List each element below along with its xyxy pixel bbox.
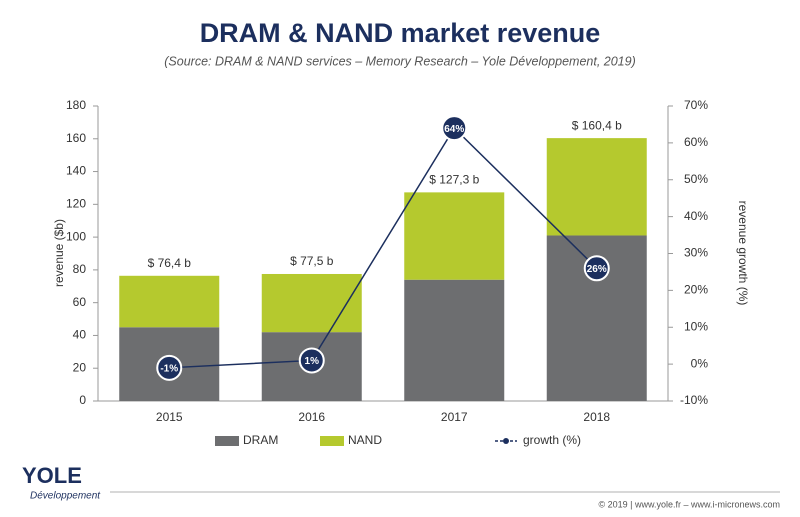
growth-marker [298, 347, 325, 374]
y2-tick-label: 40% [684, 209, 708, 223]
footer: © 2019 | www.yole.fr – www.i-micronews.c… [598, 499, 780, 509]
bar [404, 192, 505, 280]
bar [404, 279, 505, 401]
y-tick-label: 40 [73, 328, 87, 342]
legend-swatch [503, 438, 509, 444]
legend-swatch [215, 436, 239, 446]
x-tick-label: 2018 [583, 410, 610, 424]
growth-label: 26% [587, 264, 607, 275]
total-label: $ 76,4 b [148, 256, 192, 270]
y-tick-label: 120 [66, 197, 86, 211]
y-axis-label: revenue ($b) [52, 219, 66, 287]
total-label: $ 160,4 b [572, 118, 622, 132]
y-tick-label: 180 [66, 98, 86, 112]
y-tick-label: 140 [66, 164, 86, 178]
growth-label: 1% [305, 356, 320, 367]
y2-tick-label: 20% [684, 283, 708, 297]
x-tick-label: 2016 [298, 410, 325, 424]
y-tick-label: 0 [79, 393, 86, 407]
y-tick-label: 160 [66, 131, 86, 145]
logo-tagline: Développement [30, 491, 101, 502]
y2-tick-label: 50% [684, 172, 708, 186]
y2-axis-label: revenue growth (%) [736, 201, 750, 306]
growth-marker [156, 354, 183, 381]
bar [546, 138, 647, 236]
y-tick-label: 60 [73, 295, 87, 309]
growth-marker [441, 115, 468, 142]
total-label: $ 77,5 b [290, 254, 334, 268]
y2-tick-label: -10% [680, 393, 708, 407]
legend-label: growth (%) [523, 433, 581, 447]
y-tick-label: 80 [73, 262, 87, 276]
bar [119, 275, 220, 328]
legend-swatch [320, 436, 344, 446]
growth-marker [583, 255, 610, 282]
y2-tick-label: 70% [684, 98, 708, 112]
growth-line [169, 126, 598, 369]
y2-tick-label: 0% [691, 356, 709, 370]
y2-tick-label: 60% [684, 135, 708, 149]
growth-label: -1% [160, 363, 178, 374]
legend-label: NAND [348, 433, 382, 447]
growth-label: 64% [444, 124, 464, 135]
logo-name: YOLE [22, 463, 82, 488]
legend-label: DRAM [243, 433, 278, 447]
y-tick-label: 20 [73, 360, 87, 374]
total-label: $ 127,3 b [429, 173, 479, 187]
y2-tick-label: 30% [684, 246, 708, 260]
y2-tick-label: 10% [684, 319, 708, 333]
x-tick-label: 2017 [441, 410, 468, 424]
bar [261, 273, 362, 333]
y-tick-label: 100 [66, 229, 86, 243]
x-tick-label: 2015 [156, 410, 183, 424]
chart-title: DRAM & NAND market revenue [200, 18, 601, 48]
chart-subtitle: (Source: DRAM & NAND services – Memory R… [164, 54, 636, 68]
